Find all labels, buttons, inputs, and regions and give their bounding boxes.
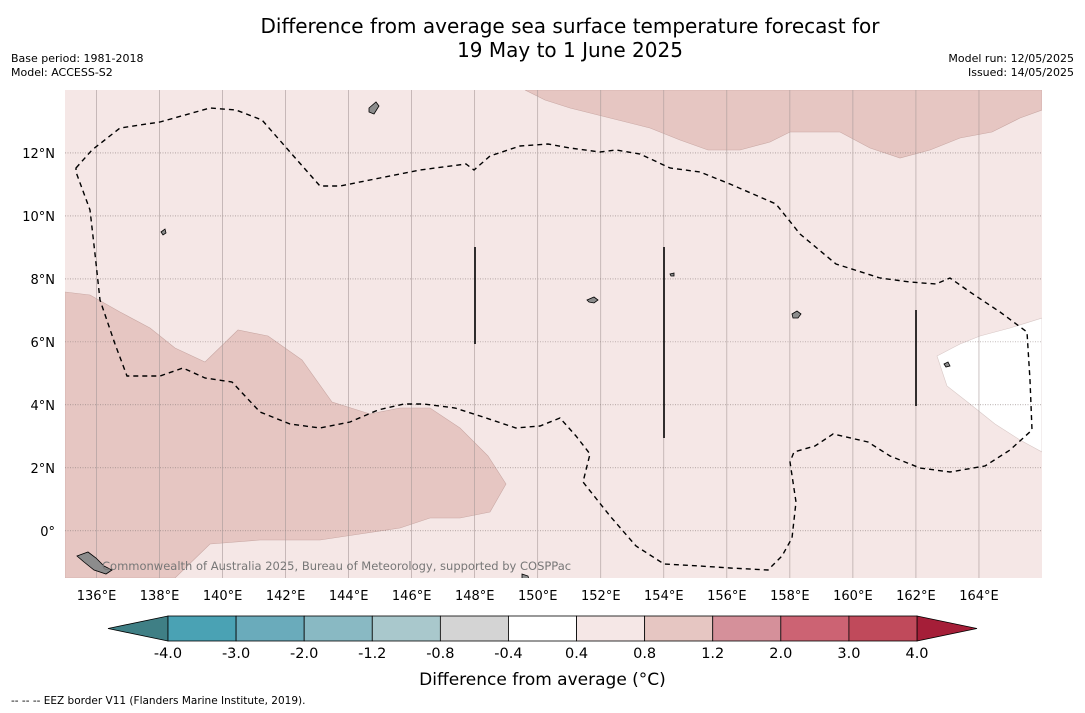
colorbar-tick-label: -2.0 — [290, 646, 318, 662]
island-small-3 — [521, 573, 529, 578]
east-neutral-region — [936, 317, 1042, 453]
meta-right: Model run: 12/05/2025 Issued: 14/05/2025 — [948, 52, 1074, 80]
lon-tick-label: 154°E — [644, 589, 684, 604]
lon-tick-label: 156°E — [707, 589, 747, 604]
lon-tick-label: 152°E — [581, 589, 621, 604]
lon-tick-label: 138°E — [140, 589, 180, 604]
lon-tick-label: 140°E — [203, 589, 243, 604]
lon-tick-label: 164°E — [959, 589, 999, 604]
chart-title: Difference from average sea surface temp… — [0, 14, 1085, 62]
colorbar-tick-label: 4.0 — [905, 646, 928, 662]
footer-legend: -- -- -- EEZ border V11 (Flanders Marine… — [11, 695, 306, 707]
colorbar-swatch — [780, 615, 850, 642]
eez-vertical-lines — [474, 247, 917, 438]
colorbar-tick-label: 0.4 — [565, 646, 588, 662]
colorbar-tick-label: -0.8 — [426, 646, 454, 662]
colorbar-swatch — [576, 615, 646, 642]
lon-tick-label: 142°E — [266, 589, 306, 604]
issued-date: Issued: 14/05/2025 — [967, 66, 1074, 79]
lon-tick-label: 146°E — [392, 589, 432, 604]
island-kosrae — [943, 361, 951, 368]
model-name: Model: ACCESS-S2 — [11, 66, 113, 79]
lat-tick-label: 10°N — [22, 210, 55, 225]
colorbar-swatch — [439, 615, 509, 642]
island-chuuk — [586, 296, 599, 304]
colorbar-tick-label: 0.8 — [633, 646, 656, 662]
colorbar-tick-label: -3.0 — [222, 646, 250, 662]
lat-tick-label: 12°N — [22, 147, 55, 162]
eez-border — [75, 107, 1033, 571]
colorbar-tick-label: 2.0 — [769, 646, 792, 662]
land-masses — [76, 101, 951, 578]
island-small-2 — [669, 272, 675, 277]
colorbar-swatch — [848, 615, 918, 642]
north-warm-region — [524, 90, 1042, 159]
colorbar-swatch — [303, 615, 373, 642]
colorbar-swatch — [235, 615, 305, 642]
colorbar-swatch — [712, 615, 782, 642]
colorbar-tick-label: -0.4 — [494, 646, 522, 662]
island-new-guinea-tip — [76, 551, 113, 575]
lon-tick-label: 136°E — [77, 589, 117, 604]
colorbar-extend-high — [916, 615, 978, 642]
lat-tick-label: 2°N — [31, 462, 56, 477]
colorbar-title: Difference from average (°C) — [419, 670, 666, 690]
map-area — [65, 90, 1042, 578]
gridlines — [65, 90, 1042, 578]
title-line-1: Difference from average sea surface temp… — [260, 14, 880, 38]
lon-tick-label: 150°E — [518, 589, 558, 604]
colorbar-tick-label: 1.2 — [701, 646, 724, 662]
colorbar-swatch — [644, 615, 714, 642]
lon-tick-label: 158°E — [770, 589, 810, 604]
lon-tick-label: 160°E — [833, 589, 873, 604]
lat-tick-label: 4°N — [31, 399, 56, 414]
colorbar-tick-label: 3.0 — [837, 646, 860, 662]
model-run: Model run: 12/05/2025 — [948, 52, 1074, 65]
colorbar: -4.0 -3.0 -2.0 -1.2 -0.8 -0.4 0.4 0.8 1.2 2.0 3.0 4… — [107, 615, 978, 662]
base-period: Base period: 1981-2018 — [11, 52, 144, 65]
lat-tick-label: 8°N — [31, 273, 56, 288]
colorbar-extend-low — [107, 615, 169, 642]
colorbar-swatch — [508, 615, 577, 642]
lon-tick-label: 162°E — [896, 589, 936, 604]
colorbar-swatch — [371, 615, 441, 642]
lon-tick-label: 148°E — [455, 589, 495, 604]
island-north — [368, 101, 380, 115]
lat-tick-label: 6°N — [31, 336, 56, 351]
credit-text: Commonwealth of Australia 2025, Bureau o… — [102, 559, 571, 573]
colorbar-swatch — [167, 615, 237, 642]
island-pohnpei — [791, 310, 802, 319]
title-line-2: 19 May to 1 June 2025 — [457, 38, 683, 62]
lon-tick-label: 144°E — [329, 589, 369, 604]
island-small-1 — [160, 228, 167, 236]
longitude-labels: 136°E 138°E 140°E 142°E 144°E 146°E 148°E 150°E… — [77, 589, 999, 604]
colorbar-tick-label: -4.0 — [154, 646, 182, 662]
meta-left: Base period: 1981-2018 Model: ACCESS-S2 — [11, 52, 143, 80]
colorbar-tick-label: -1.2 — [358, 646, 386, 662]
lat-tick-label: 0° — [40, 525, 55, 540]
latitude-labels: 12°N 10°N 8°N 6°N 4°N 2°N 0° — [22, 147, 55, 540]
